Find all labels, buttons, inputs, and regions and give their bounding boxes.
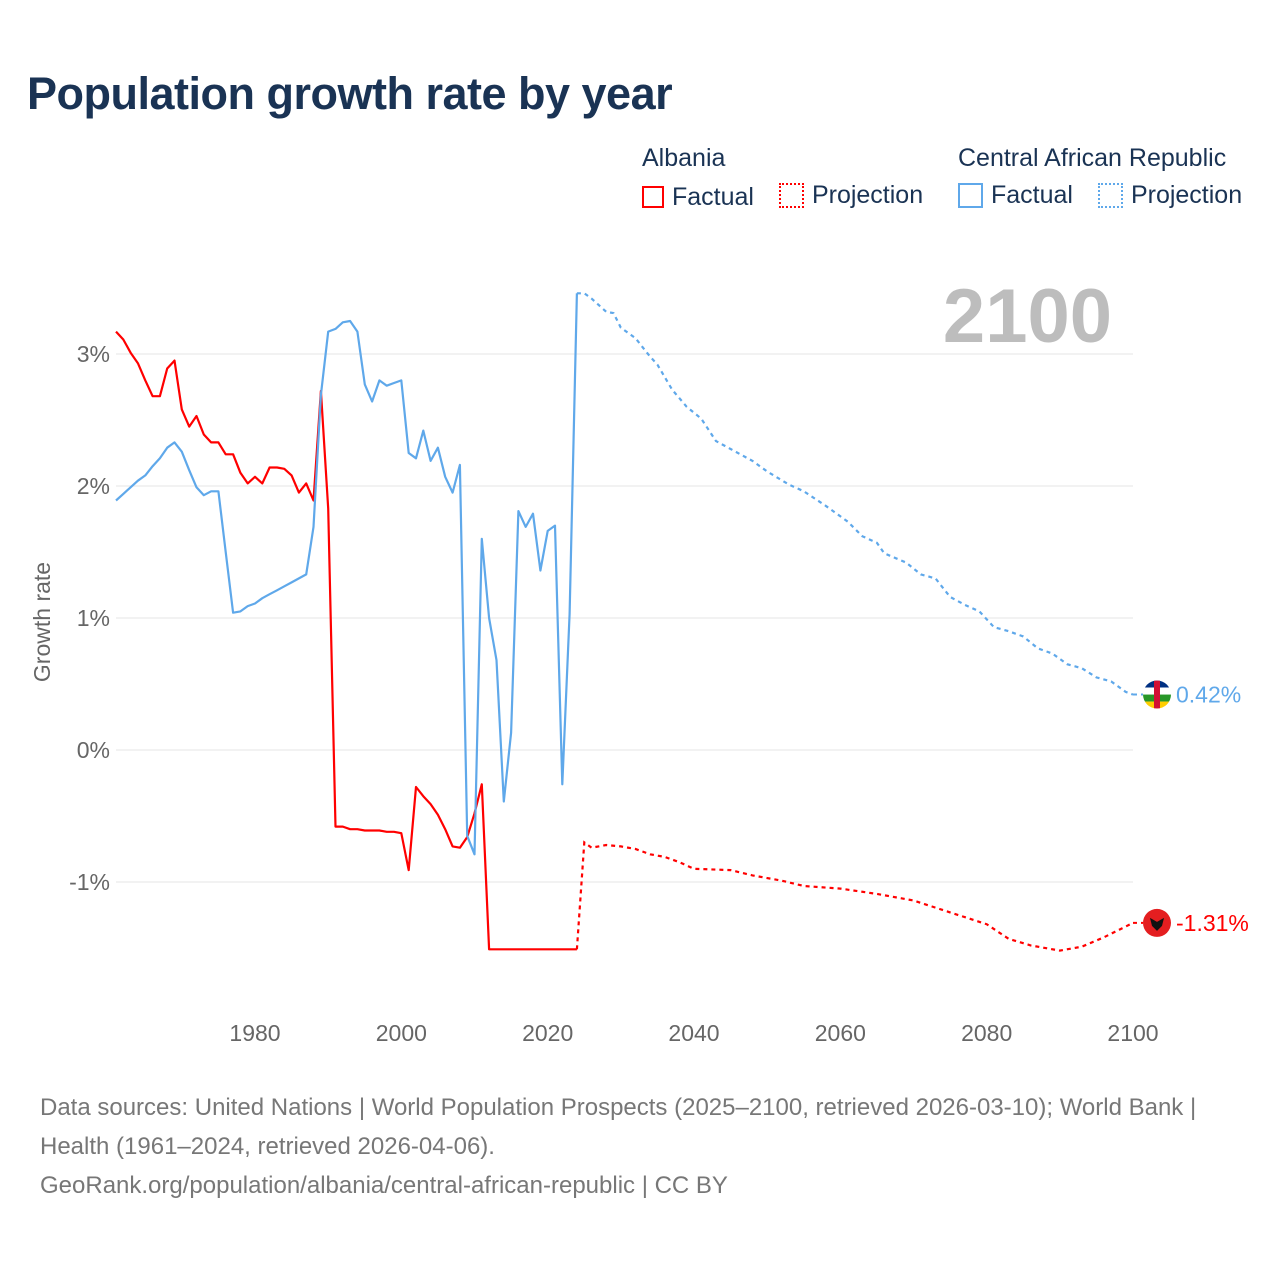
chart-title: Population growth rate by year xyxy=(27,68,673,119)
y-tick-label: 0% xyxy=(77,737,110,763)
legend-label: Factual xyxy=(672,182,754,211)
flag-stripe xyxy=(1154,680,1160,709)
x-tick-label: 2060 xyxy=(815,1020,866,1046)
legend-albania-factual[interactable]: Factual xyxy=(642,183,754,212)
legend-albania: Albania Factual Projection xyxy=(642,144,941,215)
series-projection-line xyxy=(576,292,1134,696)
x-tick-label: 2000 xyxy=(376,1020,427,1046)
legend-car-projection[interactable]: Projection xyxy=(1097,181,1243,210)
x-tick-label: 2100 xyxy=(1107,1020,1158,1046)
dotted-swatch-icon xyxy=(778,183,804,208)
eagle-icon xyxy=(1150,917,1164,931)
y-axis-label: Growth rate xyxy=(29,562,55,682)
car-flag-icon xyxy=(1143,680,1171,709)
legend-group-label: Central African Republic xyxy=(958,144,1227,172)
y-tick-label: 2% xyxy=(77,473,110,499)
solid-swatch-icon xyxy=(642,186,664,208)
legend-car: Central African Republic Factual Project… xyxy=(958,144,1242,215)
data-sources: Data sources: United Nations | World Pop… xyxy=(40,1094,1197,1160)
albania-flag-icon xyxy=(1143,908,1171,937)
legend-label: Projection xyxy=(1130,181,1243,209)
y-tick-label: 1% xyxy=(77,605,110,631)
x-tick-label: 2040 xyxy=(668,1020,719,1046)
credit-link[interactable]: GeoRank.org/population/albania/central-a… xyxy=(40,1172,728,1199)
flag-stripes xyxy=(1143,680,1171,709)
year-watermark: 2100 xyxy=(943,274,1112,359)
y-tick-label: 3% xyxy=(77,341,110,367)
y-tick-label: -1% xyxy=(69,869,110,895)
legend-group-label: Albania xyxy=(642,144,726,172)
x-tick-label: 2020 xyxy=(522,1020,573,1046)
legend-label: Factual xyxy=(991,181,1073,209)
legend-car-factual[interactable]: Factual xyxy=(958,181,1073,210)
x-tick-label: 1980 xyxy=(229,1020,280,1046)
dotted-swatch-icon xyxy=(1097,183,1123,208)
series-factual-line xyxy=(115,293,578,856)
solid-swatch-icon xyxy=(958,183,983,208)
end-value-label: 0.42% xyxy=(1176,682,1241,708)
end-value-label: -1.31% xyxy=(1176,910,1249,936)
footer: Data sources: United Nations | World Pop… xyxy=(40,1088,1240,1205)
legend-albania-projection[interactable]: Projection xyxy=(778,181,924,210)
series-factual-line xyxy=(115,330,577,951)
x-tick-label: 2080 xyxy=(961,1020,1012,1046)
legend-label: Projection xyxy=(811,181,924,209)
series-projection-line xyxy=(575,840,1134,952)
